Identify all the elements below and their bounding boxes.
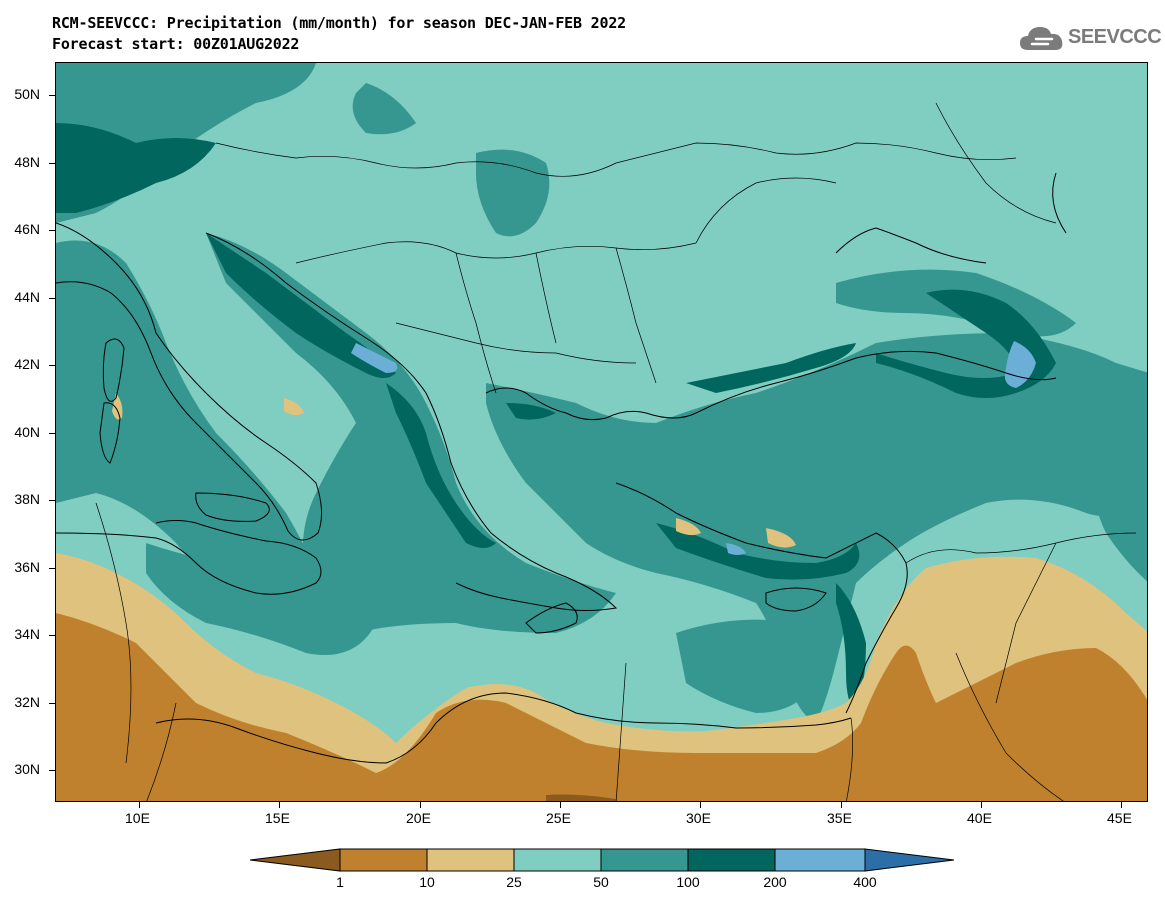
colorbar-label: 25: [506, 874, 522, 890]
lat-label: 46N: [14, 221, 40, 237]
colorbar-segment: [339, 848, 428, 872]
lat-tick: [49, 230, 55, 231]
colorbar-label: 50: [593, 874, 609, 890]
colorbar-label: 10: [419, 874, 435, 890]
precipitation-map: [55, 62, 1148, 802]
lat-tick: [49, 163, 55, 164]
colorbar-segment-lt1: [250, 848, 341, 872]
lat-tick: [49, 635, 55, 636]
colorbar-label: 100: [676, 874, 700, 890]
colorbar-label: 400: [853, 874, 877, 890]
colorbar-label: 200: [763, 874, 787, 890]
lon-label: 20E: [406, 810, 431, 826]
lon-label: 35E: [827, 810, 852, 826]
colorbar-segment: [426, 848, 515, 872]
lon-tick: [981, 802, 982, 808]
lat-label: 38N: [14, 491, 40, 507]
lon-tick: [139, 802, 140, 808]
colorbar-segment-gt400: [864, 848, 955, 872]
lat-label: 32N: [14, 694, 40, 710]
lat-tick: [49, 365, 55, 366]
colorbar-segment: [600, 848, 689, 872]
lon-tick: [279, 802, 280, 808]
lon-label: 25E: [546, 810, 571, 826]
lat-tick: [49, 433, 55, 434]
lon-tick: [420, 802, 421, 808]
lon-tick: [560, 802, 561, 808]
lat-tick: [49, 298, 55, 299]
lat-tick: [49, 500, 55, 501]
colorbar-segment: [513, 848, 602, 872]
lon-tick: [1121, 802, 1122, 808]
lon-label: 40E: [967, 810, 992, 826]
lat-tick: [49, 95, 55, 96]
lat-label: 30N: [14, 761, 40, 777]
lat-label: 34N: [14, 626, 40, 642]
lon-label: 15E: [265, 810, 290, 826]
lat-label: 40N: [14, 424, 40, 440]
forecast-start-label: Forecast start: 00Z01AUG2022: [52, 35, 300, 53]
lon-tick: [841, 802, 842, 808]
lat-label: 48N: [14, 154, 40, 170]
colorbar-label: 1: [336, 874, 344, 890]
colorbar-segment: [687, 848, 776, 872]
map-title: RCM-SEEVCCC: Precipitation (mm/month) fo…: [52, 14, 626, 32]
lon-label: 10E: [125, 810, 150, 826]
lat-label: 50N: [14, 86, 40, 102]
lat-tick: [49, 568, 55, 569]
cloud-icon: [1020, 27, 1063, 50]
lon-label: 45E: [1107, 810, 1132, 826]
logo-text: SEEVCCC: [1068, 26, 1162, 48]
lat-label: 36N: [14, 559, 40, 575]
lat-label: 42N: [14, 356, 40, 372]
colorbar-segment: [774, 848, 866, 872]
colorbar: [250, 848, 955, 872]
lat-label: 44N: [14, 289, 40, 305]
lat-tick: [49, 770, 55, 771]
lat-tick: [49, 703, 55, 704]
lon-label: 30E: [686, 810, 711, 826]
lon-tick: [700, 802, 701, 808]
map-canvas: [56, 63, 1147, 801]
seevccc-logo: SEEVCCC: [1018, 22, 1162, 56]
